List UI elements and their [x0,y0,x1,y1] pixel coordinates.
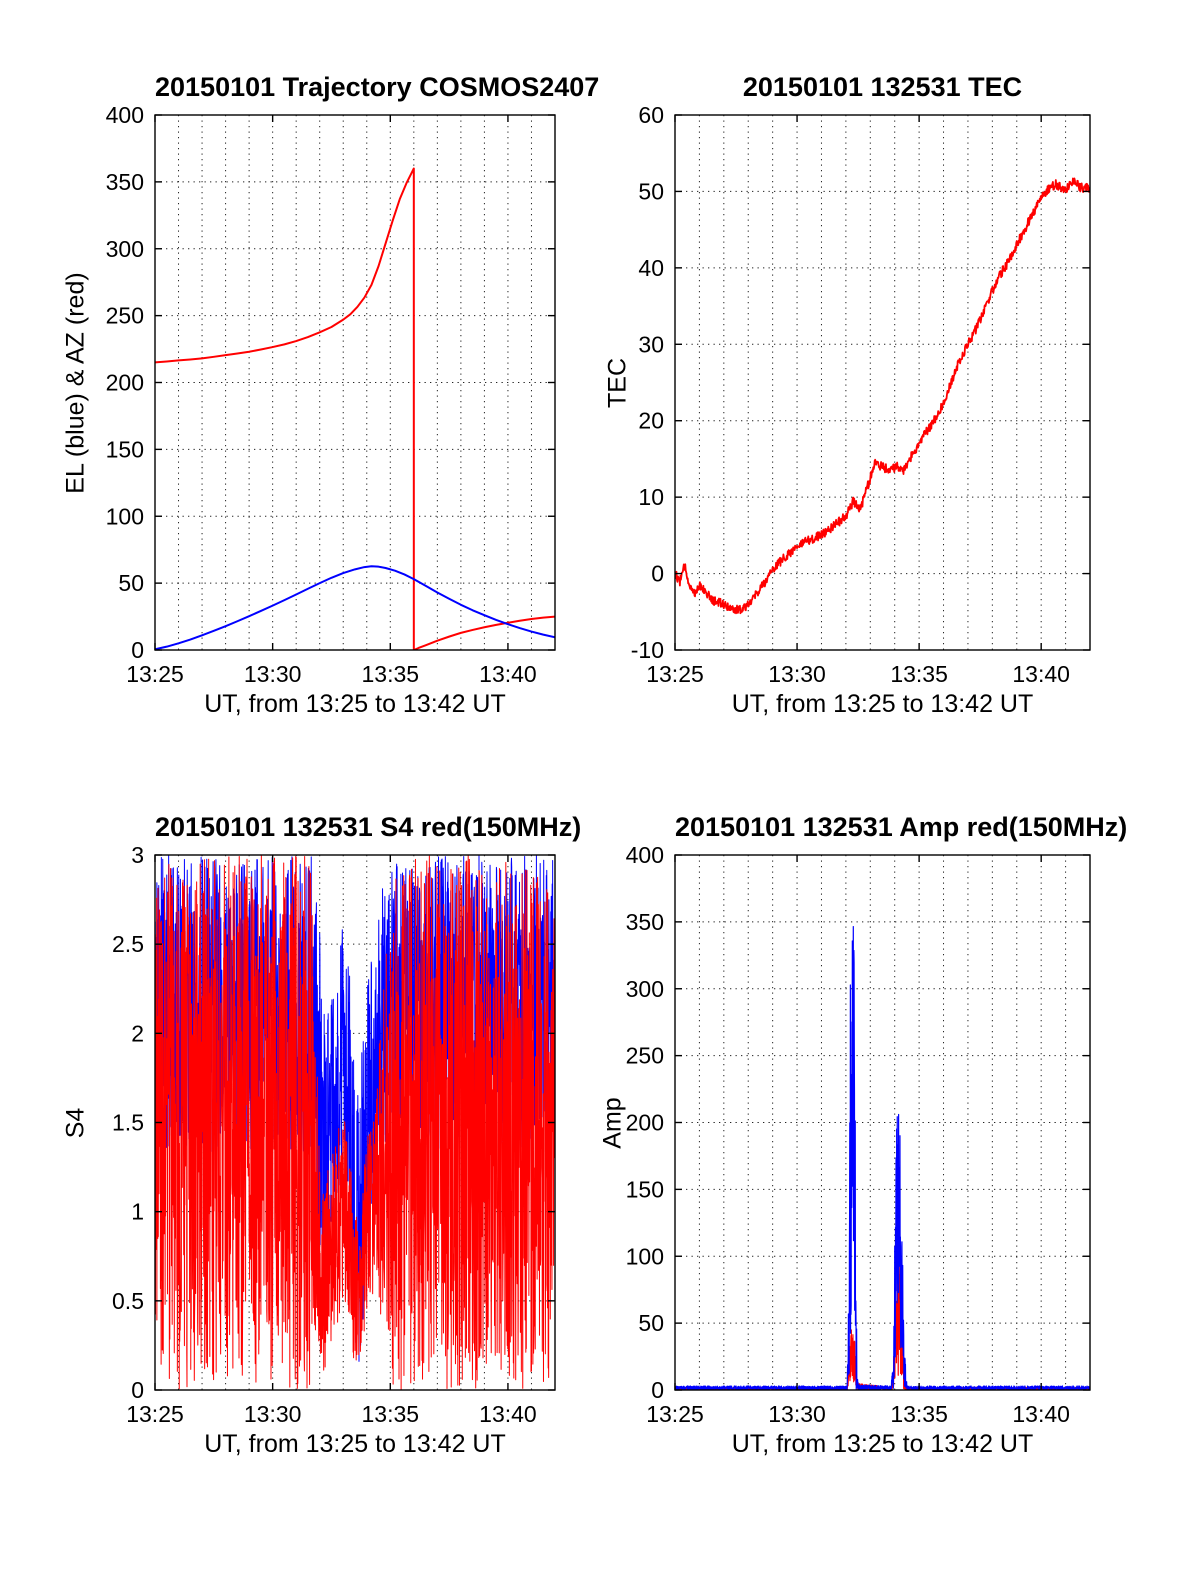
tec-xlabel: UT, from 13:25 to 13:42 UT [731,690,1034,718]
y-tick-label: 1 [131,1199,144,1225]
y-tick-label: 250 [106,303,144,329]
x-tick-label: 13:40 [1012,1401,1070,1427]
amp-ylabel: Amp [598,1096,626,1149]
tick-labels: 13:25 13:30 13:35 13:40 0 50 100 150 200 250 300 35… [106,102,537,687]
trajectory-plot: 13:25 13:30 13:35 13:40 0 50 100 150 200 250 300 35… [106,102,556,687]
tick-labels: 13:25 13:30 13:35 13:40 0 50 100 150 200 250 300 35… [626,842,1070,1427]
plot-background [675,855,1090,1390]
series-group [675,177,1090,615]
x-tick-label: 13:30 [244,1401,302,1427]
x-tick-label: 13:40 [479,1401,537,1427]
y-grid [155,181,555,584]
series-group [155,167,555,650]
y-tick-label: 10 [638,484,664,510]
trajectory-ylabel: EL (blue) & AZ (red) [61,271,89,494]
y-tick-label: 100 [106,503,144,529]
ticks [154,854,555,1391]
y-tick-label: 50 [638,178,664,204]
y-tick-label: 0 [131,637,144,663]
x-tick-label: 13:30 [768,1401,826,1427]
ticks [674,114,1090,651]
tick-labels: 13:25 13:30 13:35 13:40 -10 0 10 20 30 40 50 60 [631,102,1070,687]
y-tick-label: 50 [638,1310,664,1336]
trajectory-xlabel: UT, from 13:25 to 13:42 UT [204,690,506,718]
amp-xlabel: UT, from 13:25 to 13:42 UT [731,1430,1034,1458]
y-tick-label: 0 [651,561,664,587]
y-tick-label: 50 [118,570,144,596]
y-tick-label: 400 [106,102,144,128]
x-tick-label: 13:25 [646,661,704,687]
y-tick-label: 2.5 [112,931,144,957]
series-Amp-blue [675,925,1090,1390]
x-tick-label: 13:25 [126,1401,184,1427]
x-tick-label: 13:35 [890,1401,948,1427]
x-tick-label: 13:30 [244,661,302,687]
y-tick-label: 250 [626,1043,664,1069]
y-tick-label: 30 [638,331,664,357]
x-tick-label: 13:35 [362,1401,420,1427]
tick-labels: 13:25 13:30 13:35 13:40 0 0.5 1 1.5 2 2.5 3 [112,842,537,1427]
s4-plot: 13:25 13:30 13:35 13:40 0 0.5 1 1.5 2 2.5 3 [112,842,556,1427]
amp-plot: 13:25 13:30 13:35 13:40 0 50 100 150 200 250 300 35… [626,842,1091,1427]
y-tick-label: 60 [638,102,664,128]
y-tick-label: 200 [626,1110,664,1136]
axes-box [674,114,1091,651]
x-tick-label: 13:30 [768,661,826,687]
series-EL [155,565,555,650]
y-tick-label: 150 [106,436,144,462]
s4-xlabel: UT, from 13:25 to 13:42 UT [204,1430,506,1458]
tec-ylabel: TEC [603,357,631,408]
trajectory-title: 20150101 Trajectory COSMOS2407 [155,72,600,102]
series-AZ [155,167,555,650]
ticks [154,114,555,651]
y-tick-label: 300 [106,236,144,262]
y-tick-label: 350 [626,909,664,935]
x-grid [698,115,1067,650]
x-tick-label: 13:40 [479,661,537,687]
y-tick-label: 300 [626,976,664,1002]
x-tick-label: 13:35 [890,661,948,687]
x-tick-label: 13:25 [126,661,184,687]
y-tick-label: 3 [131,842,144,868]
y-tick-label: 1.5 [112,1110,144,1136]
y-tick-label: -10 [631,637,664,663]
y-tick-label: 0 [651,1377,664,1403]
s4-ylabel: S4 [61,1107,89,1138]
x-tick-label: 13:25 [646,1401,704,1427]
tec-plot: 13:25 13:30 13:35 13:40 -10 0 10 20 30 40 50 60 [631,102,1091,687]
y-tick-label: 0.5 [112,1288,144,1314]
plot-background [675,115,1090,650]
y-tick-label: 40 [638,255,664,281]
y-tick-label: 100 [626,1243,664,1269]
series-S4-red-150MHz [155,855,555,1390]
y-tick-label: 0 [131,1377,144,1403]
y-tick-label: 350 [106,169,144,195]
series-TEC [675,177,1090,615]
amp-title: 20150101 132531 Amp red(150MHz) [675,812,1128,842]
series-group [155,855,555,1390]
y-tick-label: 200 [106,370,144,396]
s4-title: 20150101 132531 S4 red(150MHz) [155,812,582,842]
x-grid [698,855,1067,1390]
x-tick-label: 13:40 [1012,661,1070,687]
y-tick-label: 2 [131,1020,144,1046]
y-tick-label: 150 [626,1176,664,1202]
y-tick-label: 400 [626,842,664,868]
ticks [674,854,1090,1391]
tec-title: 20150101 132531 TEC [742,72,1023,102]
y-tick-label: 20 [638,408,664,434]
x-tick-label: 13:35 [362,661,420,687]
